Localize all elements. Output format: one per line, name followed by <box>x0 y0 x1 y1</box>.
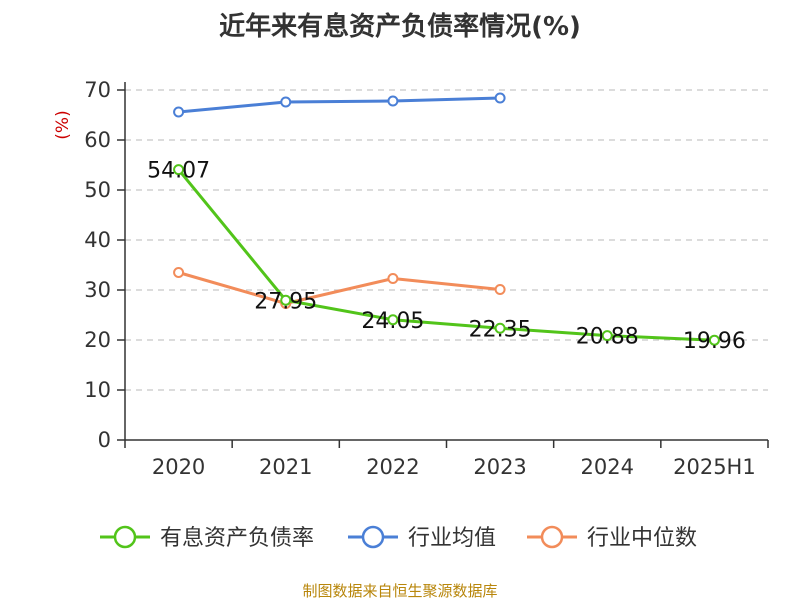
data-point <box>173 267 185 278</box>
data-label: 24.05 <box>361 309 424 334</box>
y-tick-labels: 0 10 20 30 40 50 60 70 <box>84 78 111 452</box>
data-label: 19.96 <box>683 329 746 354</box>
legend-label: 行业均值 <box>408 526 496 551</box>
legend: 有息资产负债率 行业均值 行业中位数 <box>100 525 697 551</box>
data-point <box>494 322 506 334</box>
axes <box>117 82 769 448</box>
chart-title: 近年来有息资产负债率情况(%) <box>219 12 581 42</box>
x-tick-label: 2025H1 <box>673 455 756 479</box>
series-points <box>173 92 720 346</box>
y-tick-label: 50 <box>84 178 111 202</box>
y-tick-label: 0 <box>98 428 111 452</box>
data-labels: 54.07 27.95 24.05 22.35 20.88 19.96 <box>147 159 746 355</box>
data-point <box>494 284 506 295</box>
y-tick-label: 40 <box>84 228 111 252</box>
x-tick-labels: 2020 2021 2022 2023 2024 2025H1 <box>152 455 756 479</box>
legend-marker <box>361 525 385 549</box>
series-line <box>178 96 501 114</box>
data-point <box>280 96 292 108</box>
y-tick-label: 10 <box>84 378 111 402</box>
data-point <box>708 334 720 346</box>
y-tick-label: 30 <box>84 278 111 302</box>
series-line <box>177 168 715 342</box>
data-label: 22.35 <box>469 317 532 342</box>
series-line <box>178 271 501 305</box>
data-point <box>387 95 399 107</box>
data-label: 20.88 <box>576 325 639 350</box>
data-point <box>494 92 506 104</box>
data-point <box>387 314 399 326</box>
data-source-note: 制图数据来自恒生聚源数据库 <box>302 582 498 600</box>
data-point <box>387 273 399 284</box>
legend-marker <box>113 525 137 549</box>
y-tick-label: 70 <box>84 78 111 102</box>
x-tick-label: 2022 <box>366 455 419 479</box>
data-label: 54.07 <box>147 159 210 184</box>
data-point <box>173 164 185 176</box>
x-tick-label: 2021 <box>259 455 312 479</box>
legend-label: 行业中位数 <box>587 526 697 551</box>
data-point <box>280 294 292 306</box>
x-tick-label: 2023 <box>473 455 526 479</box>
legend-label: 有息资产负债率 <box>160 526 314 551</box>
y-tick-label: 60 <box>84 128 111 152</box>
grid-lines <box>125 89 768 391</box>
data-point <box>601 330 613 342</box>
y-axis-label: (%) <box>53 110 73 139</box>
data-label: 27.95 <box>254 289 317 314</box>
x-tick-label: 2024 <box>581 455 634 479</box>
y-tick-label: 20 <box>84 328 111 352</box>
x-tick-label: 2020 <box>152 455 205 479</box>
legend-marker <box>540 525 564 549</box>
data-point <box>173 106 185 118</box>
series-lines <box>177 96 715 342</box>
